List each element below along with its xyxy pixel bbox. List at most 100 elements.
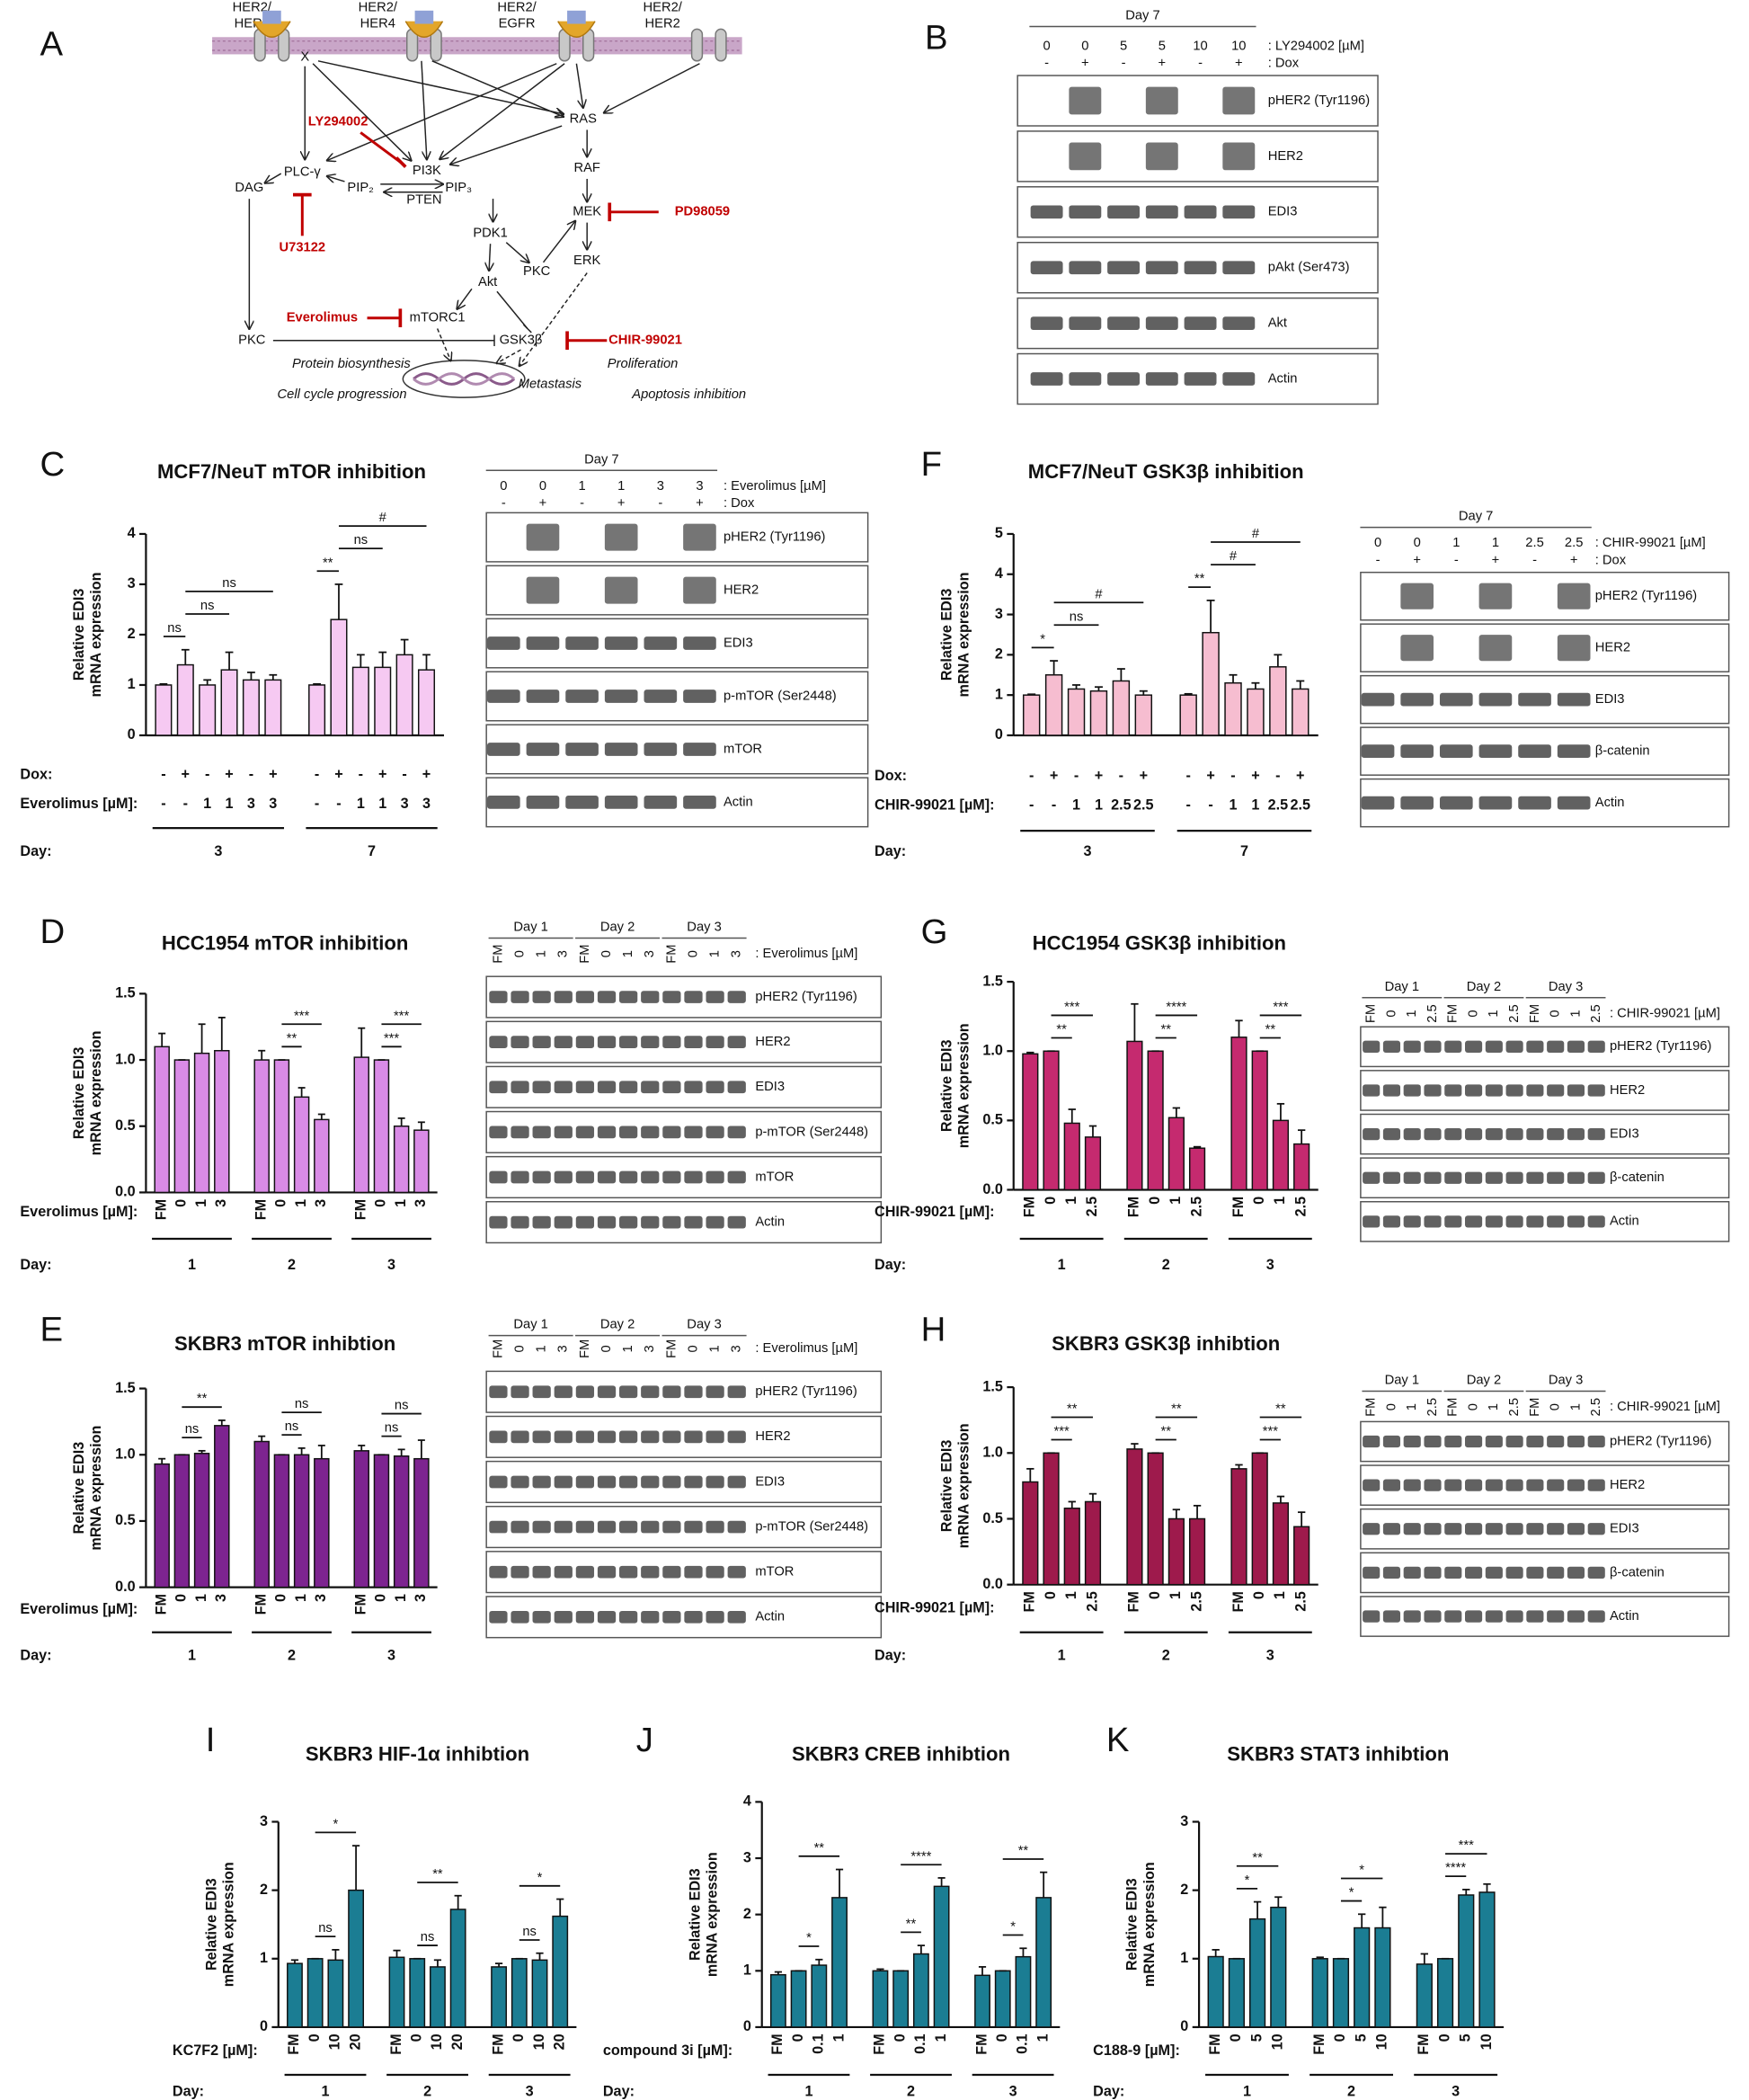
dna-nucleus bbox=[402, 360, 526, 398]
blot-band bbox=[683, 690, 716, 703]
blot-band bbox=[1547, 1171, 1565, 1184]
lane-row-label: : Dox bbox=[724, 496, 755, 511]
lane-label: 1 bbox=[535, 1345, 549, 1352]
blot-band bbox=[565, 690, 599, 703]
bar bbox=[1293, 1143, 1310, 1191]
y-tick-label: 1.5 bbox=[982, 1378, 1003, 1394]
blot-band bbox=[1361, 744, 1395, 759]
blot-band bbox=[1547, 1435, 1565, 1448]
lane-label: FM bbox=[1446, 1004, 1460, 1023]
significance-label: # bbox=[1095, 587, 1103, 601]
bar bbox=[1251, 1452, 1268, 1586]
group-axis-label: Day: bbox=[20, 1648, 51, 1664]
blot-row-label: Actin bbox=[724, 795, 753, 809]
lane-label: 3 bbox=[730, 1345, 744, 1352]
blot-band bbox=[1403, 1127, 1421, 1141]
blot-band bbox=[1526, 1040, 1544, 1053]
x-tick-label: 0 bbox=[1251, 1591, 1267, 1599]
lane-label: 1 bbox=[535, 950, 549, 957]
bar bbox=[1022, 1053, 1039, 1191]
blot-band bbox=[619, 1565, 638, 1579]
row-value: - bbox=[359, 766, 363, 782]
blot-band bbox=[489, 1520, 508, 1534]
y-axis-label: mRNA expression bbox=[88, 572, 104, 697]
group-label: 3 bbox=[1452, 2083, 1460, 2099]
blot-row-label: pHER2 (Tyr1196) bbox=[1610, 1039, 1711, 1054]
lane-label: + bbox=[1570, 553, 1578, 567]
significance-label: * bbox=[1010, 1920, 1016, 1935]
lane-label: 1 bbox=[1492, 536, 1499, 550]
y-tick-label: 2 bbox=[260, 1882, 268, 1898]
pathway-arrow bbox=[457, 288, 473, 308]
lane-label: - bbox=[1198, 57, 1203, 71]
blot-band bbox=[554, 1385, 573, 1399]
blot-band bbox=[575, 1215, 595, 1229]
bar bbox=[1015, 1955, 1032, 2028]
row-value: - bbox=[1029, 796, 1034, 813]
bar bbox=[831, 1897, 848, 2028]
blot-band bbox=[1439, 796, 1473, 810]
y-tick-label: 2 bbox=[995, 646, 1003, 663]
blot-band bbox=[1465, 1435, 1483, 1448]
lane-label: 1 bbox=[621, 1345, 635, 1352]
receptor bbox=[715, 28, 727, 62]
blot-row-label: HER2 bbox=[1268, 149, 1303, 164]
receptor-label: HER4 bbox=[360, 16, 395, 31]
blot-band bbox=[619, 991, 638, 1003]
blot-band bbox=[619, 1036, 638, 1049]
blot-band bbox=[532, 1036, 551, 1049]
blot-band bbox=[1069, 86, 1102, 115]
blot-band bbox=[1567, 1040, 1585, 1053]
bar bbox=[1230, 1468, 1247, 1586]
lane-label: - bbox=[580, 496, 584, 511]
x-tick-label: FM bbox=[1311, 2033, 1327, 2054]
panel-label: B bbox=[925, 18, 948, 57]
bar bbox=[264, 679, 282, 736]
blot-band bbox=[489, 1430, 508, 1444]
lane-label: 2.5 bbox=[1589, 1398, 1603, 1416]
blot-row-label: Actin bbox=[755, 1215, 785, 1229]
blot-band bbox=[1587, 1566, 1605, 1579]
row-label: CHIR-99021 [µM]: bbox=[874, 796, 995, 813]
blot-band bbox=[644, 796, 678, 809]
blot-row-label: HER2 bbox=[1610, 1083, 1645, 1098]
bar bbox=[1230, 1037, 1247, 1191]
blot-band bbox=[1557, 692, 1591, 707]
row-value: - bbox=[1119, 768, 1123, 784]
blot-band bbox=[1587, 1435, 1605, 1448]
blot-band bbox=[1444, 1610, 1462, 1623]
blot-band bbox=[1518, 796, 1551, 810]
blot-header: Day 2 bbox=[1467, 980, 1501, 994]
receptor-label: HER2 bbox=[645, 16, 680, 31]
significance-label: ** bbox=[1265, 1023, 1276, 1037]
blot-band bbox=[662, 1215, 681, 1229]
y-tick-label: 0 bbox=[743, 2018, 751, 2034]
row-value: + bbox=[1251, 768, 1259, 784]
blot-band bbox=[1107, 372, 1141, 386]
group-label: 3 bbox=[526, 2083, 534, 2099]
lane-row-label: : CHIR-99021 [µM] bbox=[1610, 1400, 1720, 1414]
blot-band bbox=[597, 1475, 617, 1489]
blot-band bbox=[683, 796, 716, 809]
y-tick-label: 2 bbox=[743, 1906, 751, 1922]
y-tick-label: 1 bbox=[128, 676, 136, 692]
lane-label: 1 bbox=[1405, 1010, 1419, 1017]
blot-band bbox=[1587, 1610, 1605, 1623]
blot-band bbox=[1465, 1127, 1483, 1141]
bar bbox=[1272, 1119, 1290, 1191]
significance-label: ** bbox=[814, 1841, 825, 1855]
lane-label: + bbox=[696, 496, 704, 511]
blot-band bbox=[706, 1565, 724, 1579]
blot-band bbox=[1403, 1566, 1421, 1579]
row-value: + bbox=[334, 766, 342, 782]
blot-band bbox=[1587, 1127, 1605, 1141]
pathway-arrow bbox=[265, 173, 282, 182]
row-value: - bbox=[315, 766, 319, 782]
blot-band bbox=[1444, 1523, 1462, 1535]
blot-band bbox=[487, 796, 520, 809]
blot-row-label: β-catenin bbox=[1595, 744, 1650, 759]
blot-row-label: EDI3 bbox=[1610, 1126, 1639, 1141]
blot-band bbox=[1382, 1479, 1401, 1491]
blot-band bbox=[641, 991, 660, 1003]
y-tick-label: 0.5 bbox=[982, 1510, 1003, 1526]
